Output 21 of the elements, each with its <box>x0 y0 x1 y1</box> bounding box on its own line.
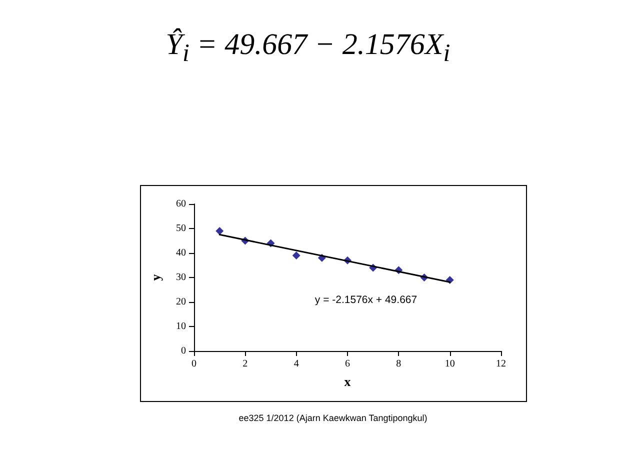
point <box>292 251 300 260</box>
y-tick-label: 40 <box>176 248 186 258</box>
y-tick-label: 0 <box>181 346 186 356</box>
y-tick-label: 50 <box>176 223 186 234</box>
y-tick-label: 20 <box>176 296 186 308</box>
x-tick-label: 8 <box>396 358 402 370</box>
x-tick-label: 6 <box>345 358 350 370</box>
x-tick-label: 4 <box>294 358 299 370</box>
x-tick-label: 12 <box>496 358 506 370</box>
x-tick-label: 0 <box>192 358 196 370</box>
y-tick-label: 10 <box>176 321 186 332</box>
y-axis-title: y <box>148 274 163 281</box>
annotation: y = -2.1576x + 49.667 <box>314 294 418 306</box>
x-tick-label: 10 <box>444 358 455 370</box>
y-tick-label: 30 <box>176 272 186 283</box>
y-tick-label: 60 <box>176 198 186 210</box>
text: ee325 1/2012 (Ajarn Kaewkwan Tangtipongkul) <box>238 413 428 423</box>
x-axis-title: x <box>344 374 352 389</box>
x-tick-label: 2 <box>242 358 248 370</box>
point <box>216 226 224 235</box>
chart-title: Ŷ$_{i}$ = 49.667 − 2.1576X$_{i}$ <box>164 28 452 68</box>
